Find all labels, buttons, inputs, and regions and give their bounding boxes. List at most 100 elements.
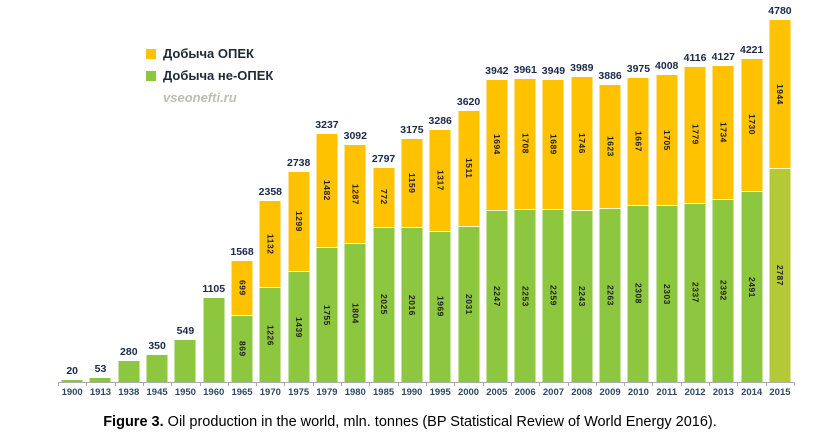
bar-column: 1105 1960 xyxy=(200,6,228,398)
bar-column: 772 2025 2797 1985 xyxy=(369,6,397,398)
bar-value-label-opec: 1708 xyxy=(520,133,531,155)
x-axis-tick xyxy=(510,382,512,386)
bar-total-label: 350 xyxy=(148,340,166,353)
bar-value-label-non-opec: 2016 xyxy=(407,294,418,316)
bar-column: 1317 1969 3286 1995 xyxy=(426,6,454,398)
x-axis-year-label: 1960 xyxy=(203,387,225,398)
x-axis-year-label: 2015 xyxy=(769,387,791,398)
stacked-bar: 1689 2259 xyxy=(542,79,564,382)
bar-segment-non-opec: 2247 xyxy=(486,210,508,382)
bar-segment-non-opec: 2263 xyxy=(599,209,621,382)
bar-value-label-opec: 1317 xyxy=(435,170,446,191)
bar-value-label-opec: 1287 xyxy=(350,183,361,205)
x-axis-year-label: 1990 xyxy=(401,387,423,398)
bar-total-label: 3989 xyxy=(570,61,594,74)
bar-column: 1482 1755 3237 1979 xyxy=(313,6,341,398)
x-axis-year-label: 2006 xyxy=(514,387,536,398)
bar-total-label: 4780 xyxy=(768,5,792,18)
bar-segment-non-opec xyxy=(203,297,225,382)
bar-segment-opec: 1299 xyxy=(288,172,310,273)
bar-value-label-non-opec: 2259 xyxy=(548,285,559,307)
bar-total-label: 3942 xyxy=(485,65,509,78)
bar-segment-non-opec: 1969 xyxy=(429,231,451,382)
bar-segment-non-opec xyxy=(174,340,196,382)
legend-label-opec: Добыча ОПЕК xyxy=(163,46,254,61)
stacked-bar xyxy=(118,360,140,382)
stacked-bar: 1730 2491 xyxy=(741,58,763,382)
stacked-bar xyxy=(203,297,225,382)
bar-column: 1944 2787 4780 2015 xyxy=(766,5,794,398)
stacked-bar: 1287 1804 xyxy=(344,145,366,382)
bar-column: 1694 2247 3942 2005 xyxy=(483,6,511,398)
bar-value-label-opec: 1132 xyxy=(265,234,276,255)
bar-total-label: 1105 xyxy=(202,282,226,295)
bar-segment-non-opec xyxy=(89,377,111,382)
bar-segment-opec: 1689 xyxy=(542,79,564,210)
x-axis-tick xyxy=(624,382,626,386)
stacked-bar: 1708 2253 xyxy=(514,78,536,382)
x-axis-year-label: 2012 xyxy=(684,387,706,398)
bar-value-label-opec: 1779 xyxy=(690,124,701,146)
bar-value-label-opec: 1730 xyxy=(746,114,757,136)
stacked-bar: 1944 2787 xyxy=(769,20,791,382)
stacked-bar: 1705 2303 xyxy=(656,75,678,382)
bar-total-label: 3620 xyxy=(456,95,481,108)
bar-segment-opec: 1734 xyxy=(712,66,734,200)
bar-segment-non-opec: 2491 xyxy=(741,191,763,382)
bar-segment-non-opec xyxy=(146,355,168,382)
bar-total-label: 3092 xyxy=(343,130,367,143)
watermark-vseonefti: vseonefti.ru xyxy=(163,90,237,105)
bar-segment-opec: 1623 xyxy=(599,84,621,210)
bar-value-label-opec: 1511 xyxy=(463,158,474,179)
bar-segment-non-opec: 1804 xyxy=(344,244,366,382)
bar-value-label-opec: 1667 xyxy=(633,130,644,152)
bar-total-label: 20 xyxy=(66,365,78,378)
x-axis-year-label: 2000 xyxy=(457,387,480,398)
x-axis-tick xyxy=(397,382,399,386)
bar-value-label-opec: 1623 xyxy=(605,135,616,157)
bar-segment-opec: 1511 xyxy=(458,110,480,228)
bar-column: 1779 2337 4116 2012 xyxy=(681,6,709,398)
legend-item-non-opec: Добыча не-ОПЕК xyxy=(146,68,273,83)
x-axis-tick xyxy=(142,382,144,386)
bar-value-label-non-opec: 1439 xyxy=(293,316,304,338)
x-axis-year-label: 1900 xyxy=(61,387,83,398)
x-axis-year-label: 1985 xyxy=(373,387,395,398)
bar-segment-non-opec: 2303 xyxy=(656,206,678,382)
bar-column: 1623 2263 3886 2009 xyxy=(596,6,624,399)
stacked-bar xyxy=(174,340,196,382)
stacked-bar xyxy=(89,377,111,382)
bar-value-label-opec: 1705 xyxy=(661,129,672,151)
x-axis-tick xyxy=(256,382,258,386)
bar-column: 1667 2308 3975 2010 xyxy=(624,6,652,398)
bar-value-label-non-opec: 2303 xyxy=(661,283,672,305)
stacked-bar: 1132 1226 xyxy=(259,201,281,382)
bar-segment-opec: 772 xyxy=(373,167,395,228)
figure-caption-text: Oil production in the world, mln. tonnes… xyxy=(163,414,717,430)
x-axis-year-label: 1945 xyxy=(146,387,168,398)
bar-value-label-opec: 1734 xyxy=(718,121,729,143)
bar-total-label: 3975 xyxy=(626,62,651,75)
x-axis-year-label: 1995 xyxy=(429,387,451,398)
bar-column: 20 1900 xyxy=(58,6,86,398)
stacked-bar: 1482 1755 xyxy=(316,134,338,382)
bar-segment-non-opec: 2243 xyxy=(571,210,593,382)
x-axis-tick xyxy=(765,382,767,386)
x-axis-year-label: 1970 xyxy=(259,387,281,398)
x-axis-tick xyxy=(58,382,59,386)
bar-value-label-non-opec: 1226 xyxy=(265,324,276,346)
bar-segment-opec: 1694 xyxy=(486,80,508,211)
bar-total-label: 3286 xyxy=(428,115,452,128)
bar-value-label-opec: 1299 xyxy=(293,211,304,233)
stacked-bar: 1317 1969 xyxy=(429,130,451,382)
bar-value-label-non-opec: 2025 xyxy=(378,294,389,316)
stacked-bar: 1694 2247 xyxy=(486,80,508,382)
x-axis-year-label: 1913 xyxy=(89,387,112,398)
bar-value-label-opec: 1689 xyxy=(548,133,559,155)
bar-segment-non-opec: 2253 xyxy=(514,210,536,382)
bar-value-label-opec: 772 xyxy=(378,189,389,205)
stacked-bar: 699 869 xyxy=(231,261,253,382)
bar-column: 1730 2491 4221 2014 xyxy=(738,6,766,398)
bar-column: 1511 2031 3620 2000 xyxy=(454,6,482,398)
